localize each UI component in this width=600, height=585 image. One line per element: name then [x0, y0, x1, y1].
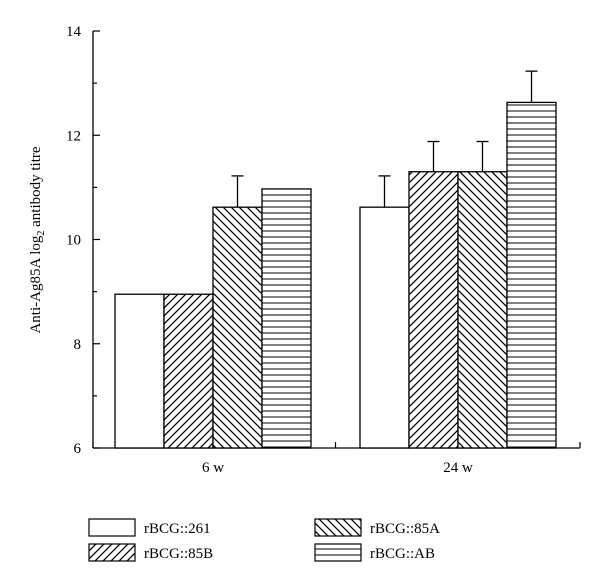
- error-bars: [231, 70, 538, 208]
- legend-swatch: [88, 543, 136, 562]
- y-tick-label: 12: [66, 128, 81, 144]
- bar: [114, 293, 165, 449]
- bar: [408, 171, 459, 449]
- legend-label: rBCG::261: [144, 521, 211, 537]
- legend-label: rBCG::AB: [370, 546, 435, 562]
- y-tick-label: 6: [74, 441, 82, 457]
- y-tick-label: 10: [66, 233, 81, 249]
- y-tick-label: 14: [66, 24, 82, 40]
- legend-label: rBCG::85B: [144, 546, 213, 562]
- x-tick-label: 6 w: [202, 460, 224, 476]
- y-axis-label-suffix: antibody titre: [28, 146, 44, 230]
- legend-swatch: [314, 518, 362, 537]
- bars: [114, 101, 557, 449]
- bar: [163, 293, 214, 449]
- y-axis-label-subscript: 2: [36, 231, 47, 236]
- bar: [261, 188, 312, 449]
- bar: [212, 206, 263, 449]
- y-axis-label: Anti-Ag85A log2 antibody titre: [28, 146, 47, 333]
- bar: [359, 206, 410, 449]
- legend-swatch: [88, 518, 136, 537]
- legend-swatch: [314, 543, 362, 562]
- y-axis-label-main: Anti-Ag85A log: [28, 235, 44, 333]
- x-tick-label: 24 w: [443, 460, 473, 476]
- bar: [506, 101, 557, 449]
- legend-label: rBCG::85A: [370, 521, 440, 537]
- y-tick-label: 8: [74, 337, 82, 353]
- bar: [457, 171, 508, 449]
